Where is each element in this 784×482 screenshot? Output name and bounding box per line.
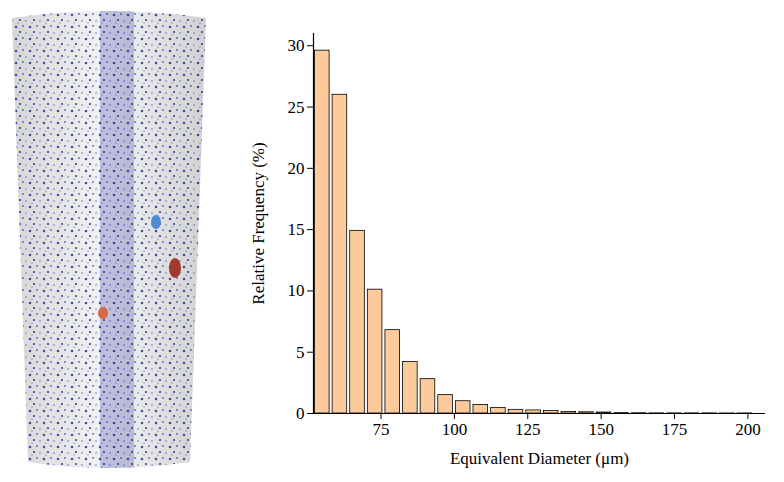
svg-text:Equivalent Diameter (μm): Equivalent Diameter (μm) bbox=[450, 449, 629, 468]
svg-text:175: 175 bbox=[662, 420, 688, 439]
svg-text:200: 200 bbox=[735, 420, 761, 439]
svg-text:10: 10 bbox=[288, 281, 305, 300]
svg-text:150: 150 bbox=[588, 420, 614, 439]
svg-text:30: 30 bbox=[288, 36, 305, 55]
svg-text:125: 125 bbox=[515, 420, 541, 439]
svg-text:75: 75 bbox=[373, 420, 390, 439]
svg-text:0: 0 bbox=[296, 404, 305, 423]
svg-text:5: 5 bbox=[296, 343, 305, 362]
svg-text:25: 25 bbox=[288, 97, 305, 116]
svg-text:Relative Frequency (%): Relative Frequency (%) bbox=[249, 142, 268, 304]
svg-text:15: 15 bbox=[288, 220, 305, 239]
svg-text:100: 100 bbox=[442, 420, 468, 439]
svg-text:20: 20 bbox=[288, 159, 305, 178]
